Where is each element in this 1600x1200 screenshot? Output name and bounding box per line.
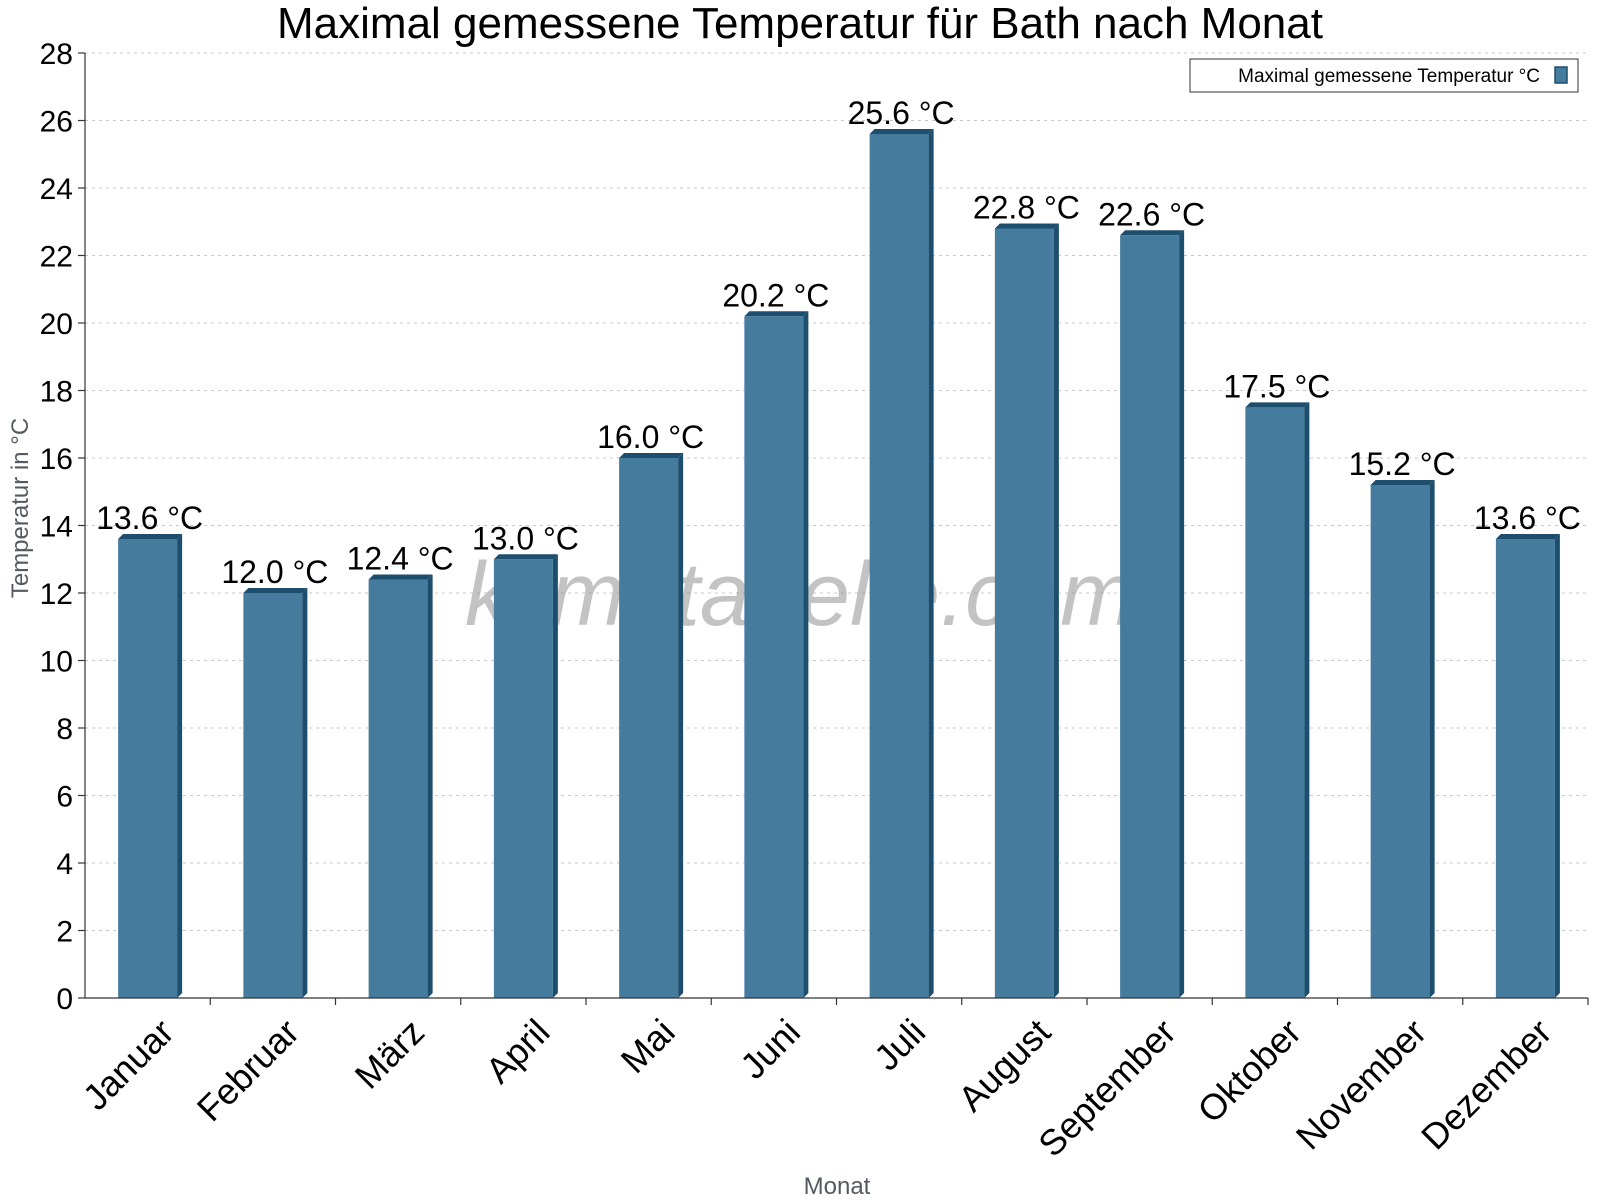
bar-top [994,223,1059,229]
data-label: 13.0 °C [472,520,579,556]
bar-side [427,574,433,998]
bar-side [1554,534,1560,998]
bar [1370,485,1430,998]
bar [368,579,428,998]
bar [744,316,804,998]
bars: 13.6 °C 12.0 °C 12.4 °C 13.0 °C 16.0 °C 20.2 … [96,95,1581,998]
y-tick-label: 6 [56,781,73,814]
bar-top [744,311,809,317]
bar [118,539,178,998]
x-tick-label: April [477,1011,557,1091]
y-tick-label: 28 [40,38,73,71]
x-tick-label: Dezember [1413,1011,1559,1157]
bar-side [1304,402,1310,998]
data-label: 20.2 °C [722,277,829,313]
data-label: 12.4 °C [347,541,454,577]
grid [85,52,1588,931]
bar-top [118,534,183,539]
y-tick-label: 0 [56,983,73,1016]
legend-label: Maximal gemessene Temperatur °C [1238,66,1540,87]
x-tick-label: August [950,1011,1058,1119]
bar-side [803,311,809,998]
bar [493,559,553,998]
bar-top [619,453,684,458]
data-label: 25.6 °C [848,95,955,131]
bar-side [928,129,934,998]
bar-side [1053,223,1059,998]
bar [1120,235,1180,998]
y-tick-label: 4 [56,848,73,881]
bar-side [1179,230,1185,998]
bar-top [869,129,934,134]
y-axis-label: Temperatur in °C [7,418,34,598]
bar [1245,407,1305,998]
x-tick-label: Oktober [1189,1011,1309,1131]
y-tick-label: 12 [40,578,73,611]
x-tick-label: März [347,1011,433,1097]
y-tick-label: 24 [40,173,73,206]
bar [994,228,1054,998]
bar [243,593,303,998]
x-tick-label: November [1288,1011,1434,1157]
y-tick-label: 8 [56,713,73,746]
x-tick-label: Januar [75,1011,182,1118]
chart-title: Maximal gemessene Temperatur für Bath na… [277,0,1323,48]
bar [869,134,929,998]
bar [619,458,679,998]
data-label: 13.6 °C [96,500,203,536]
y-tick-label: 10 [40,646,73,679]
x-tick-label: Juli [866,1011,933,1078]
bar-top [1245,402,1310,408]
data-label: 16.0 °C [597,419,704,455]
bar-top [493,554,558,560]
bar-top [1370,480,1435,485]
data-label: 22.6 °C [1098,196,1205,232]
legend-box [1189,58,1579,93]
bar-top [243,588,308,593]
bar-top [1495,534,1560,539]
x-tick-label: Februar [189,1011,307,1129]
x-tick-label: September [1030,1011,1184,1165]
legend-swatch [1554,66,1568,84]
bar-top [368,574,433,580]
legend: Maximal gemessene Temperatur °C [1189,58,1579,93]
y-tick-label: 16 [40,443,73,476]
bar-side [177,534,183,998]
y-tick-label: 18 [40,376,73,409]
y-tick-label: 14 [40,511,73,544]
data-label: 15.2 °C [1349,446,1456,482]
bar-side [1429,480,1435,998]
y-tick-label: 2 [56,916,73,949]
bar-side [552,554,558,998]
data-label: 13.6 °C [1474,500,1581,536]
y-tick-label: 26 [40,106,73,139]
y-tick-label: 20 [40,308,73,341]
bar [1495,539,1555,998]
data-label: 17.5 °C [1223,368,1330,404]
x-tick-label: Mai [613,1011,683,1081]
data-label: 22.8 °C [973,190,1080,226]
bar-side [302,588,308,998]
bar-top [1120,230,1185,236]
x-tick-label: Juni [732,1011,808,1087]
x-axis-label: Monat [804,1173,871,1200]
y-tick-label: 22 [40,241,73,274]
bar-side [678,453,684,998]
data-label: 12.0 °C [221,554,328,590]
